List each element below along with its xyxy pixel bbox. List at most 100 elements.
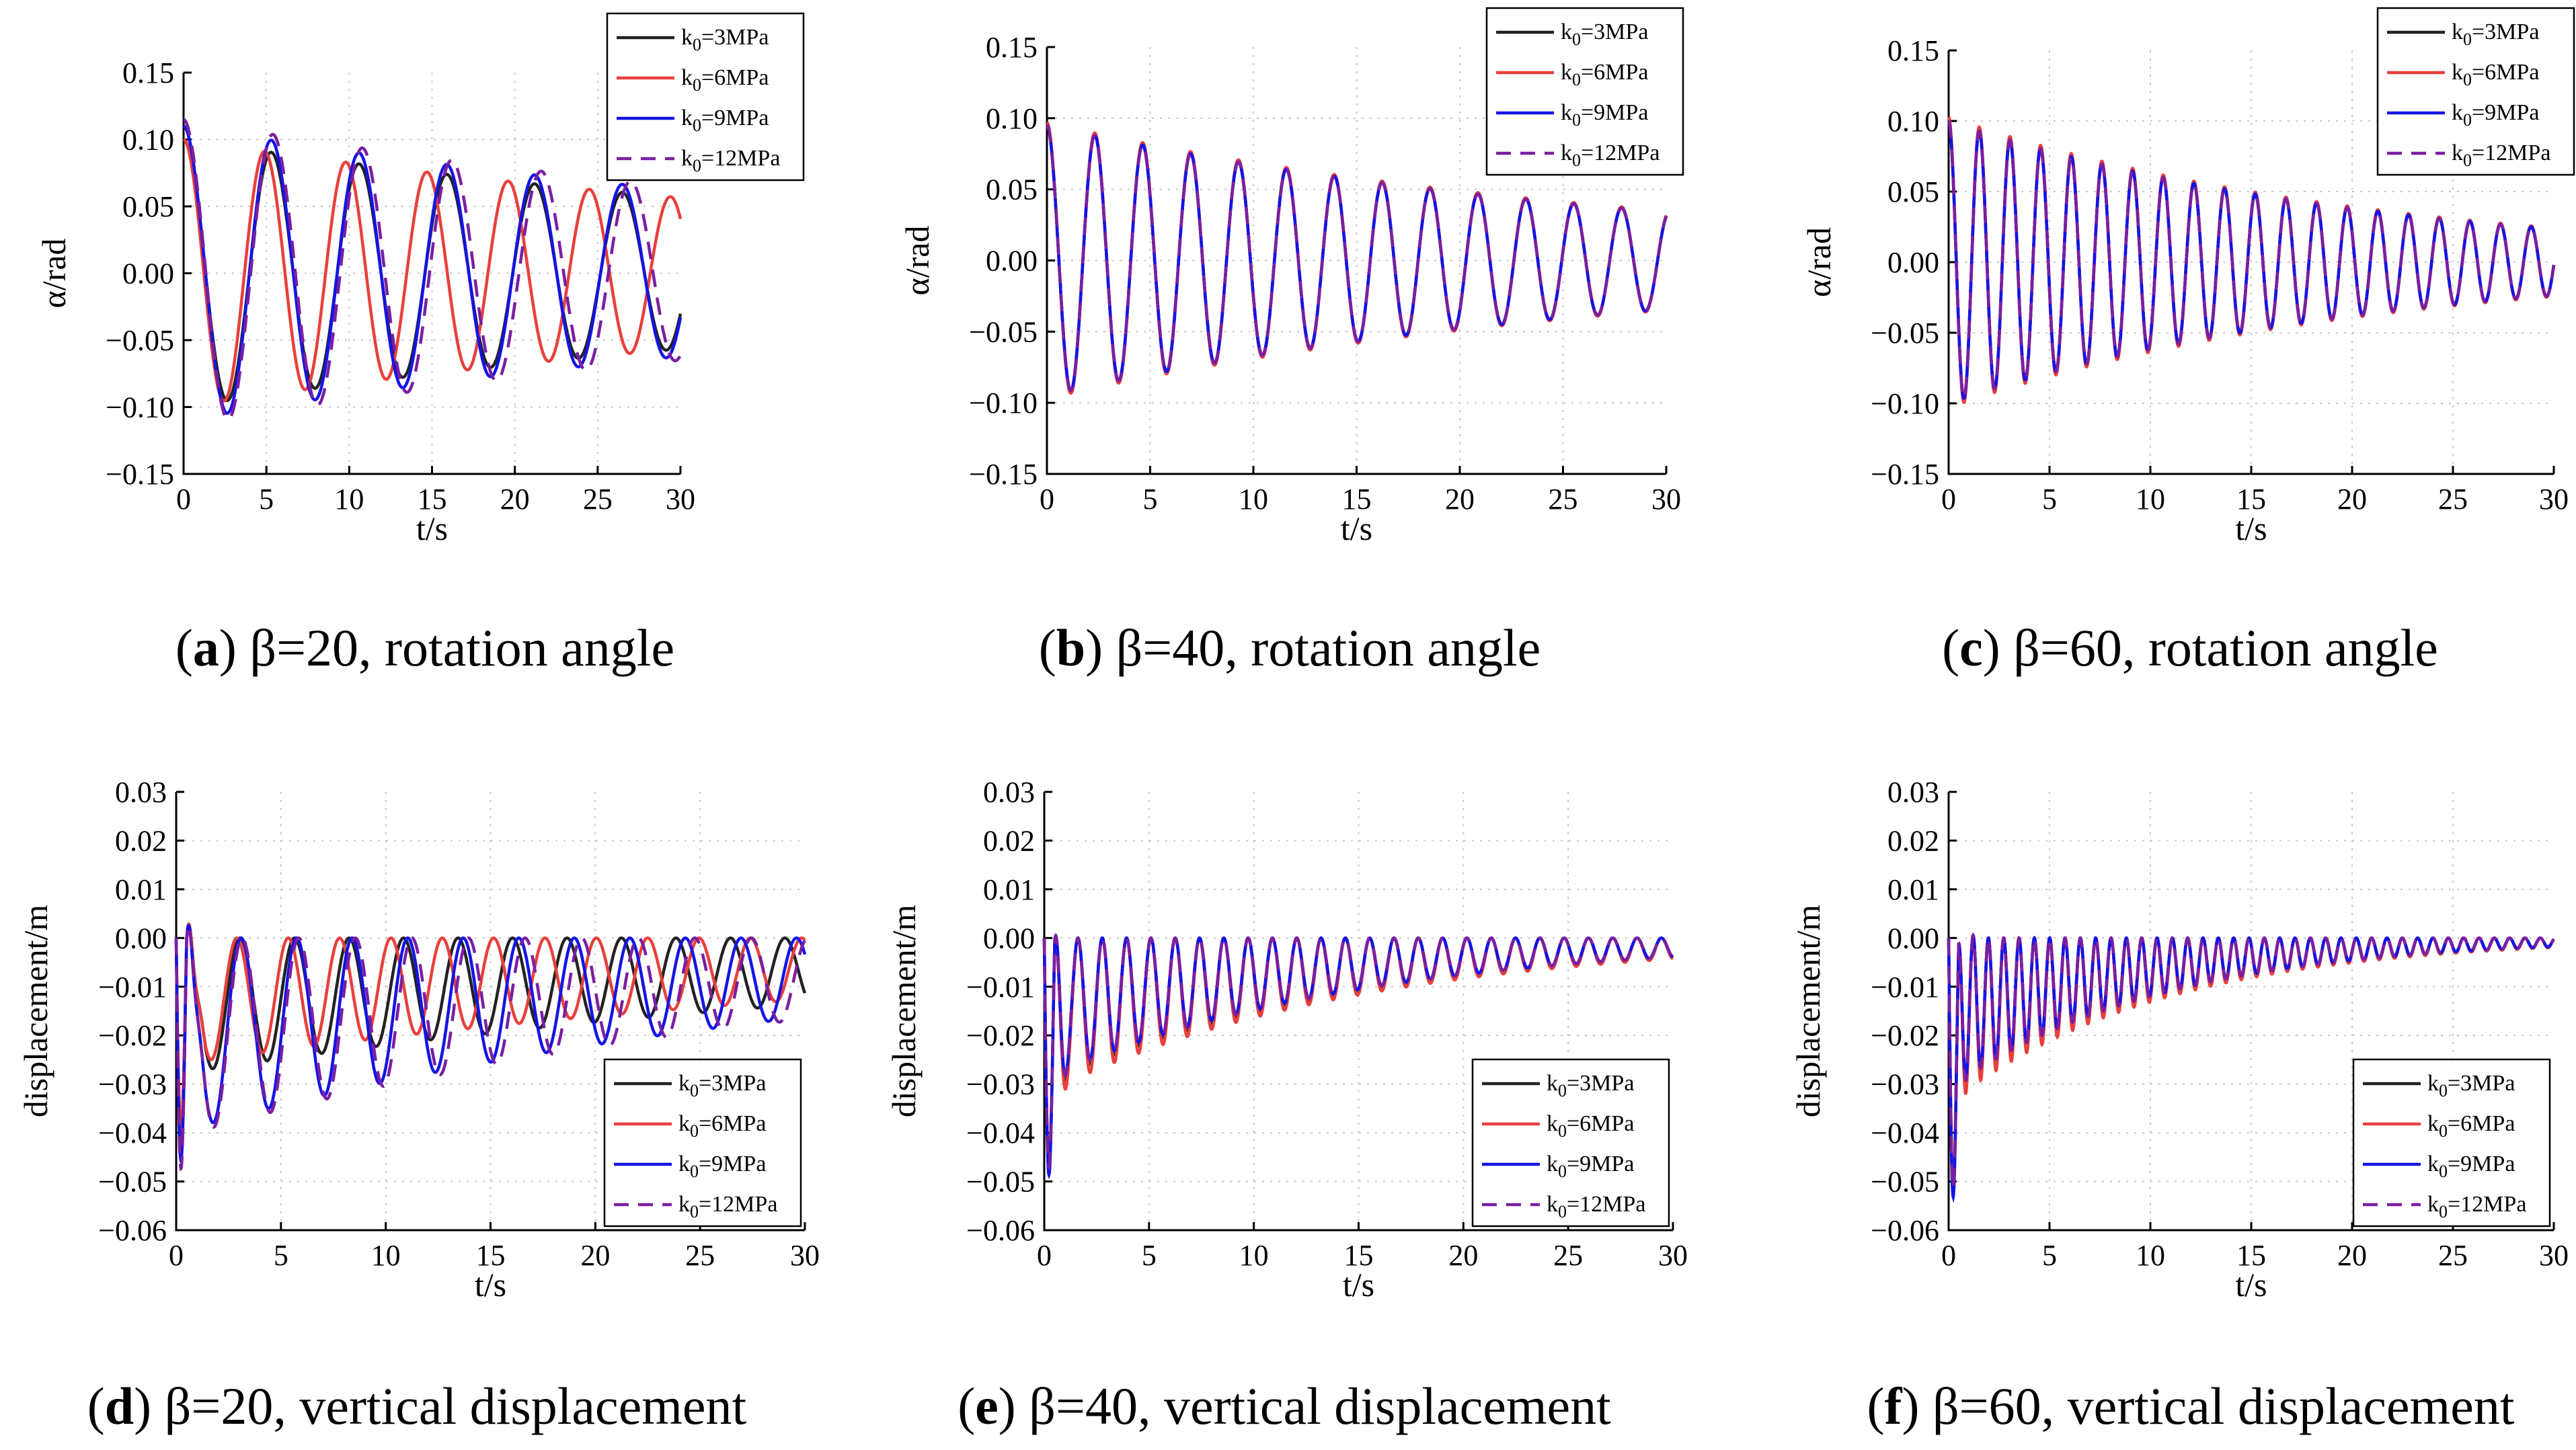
legend-entry-label: k0=9MPa [1547,1152,1634,1181]
legend-box [1485,7,1684,176]
y-tick-label: 0.02 [1887,824,1939,857]
y-tick-label: 0.00 [115,922,167,955]
y-tick-label: −0.15 [106,458,174,491]
chart-panel-a: 0.15 0.10 0.05 0.00 −0.05 −0.10 −0.150 5 10 15 20 2… [35,12,805,677]
y-tick-label: −0.10 [106,391,174,424]
legend-entry-label: k0=3MPa [678,1071,766,1100]
x-tick-label: 10 [2136,1239,2165,1272]
y-tick-label: 0.15 [122,56,174,89]
y-tick-label: −0.04 [1871,1117,1939,1150]
series-line-k0-12mpa [174,924,806,1172]
legend: k0=3MPa k0=6MPa k0=9MPa k0=12MPa [2352,1058,2551,1227]
panel-caption: (e) β=40, vertical displacement [958,1377,1611,1435]
x-tick-label: 30 [2539,483,2569,516]
legend-entry-label: k0=6MPa [681,65,769,95]
legend-entry-label: k0=6MPa [678,1111,766,1141]
legend-entry-label: k0=3MPa [2452,19,2539,49]
panel-caption: (f) β=60, vertical displacement [1867,1377,2515,1435]
legend-entry-label: k0=12MPa [678,1192,777,1221]
panel-caption: (b) β=40, rotation angle [1039,618,1541,677]
y-tick-label: 0.01 [115,873,167,906]
legend-entry-label: k0=9MPa [2452,100,2539,130]
y-axis-label: displacement/m [17,905,54,1118]
x-tick-label: 5 [2042,1239,2057,1272]
y-tick-label: 0.03 [115,776,167,809]
x-tick-label: 15 [1342,483,1372,516]
x-tick-label: 20 [580,1239,610,1272]
y-tick-label: −0.04 [98,1117,167,1150]
y-tick-label: −0.15 [969,458,1038,491]
y-tick-label: 0.00 [983,922,1035,955]
legend-entry-label: k0=9MPa [681,106,769,135]
legend-entry-label: k0=12MPa [2427,1192,2526,1221]
y-tick-label: −0.06 [98,1214,167,1247]
y-tick-label: 0.03 [1887,776,1939,809]
x-tick-label: 5 [1142,1239,1157,1272]
panel-caption: (a) β=20, rotation angle [175,618,674,677]
x-axis-label: t/s [1343,1266,1374,1303]
x-tick-label: 25 [1553,1239,1583,1272]
x-tick-label: 25 [685,1239,715,1272]
y-tick-label: −0.05 [106,324,174,357]
legend-entry-label: k0=9MPa [678,1152,766,1181]
legend-entry-label: k0=6MPa [2452,60,2539,89]
y-tick-label: 0.02 [115,824,167,857]
x-tick-label: 30 [790,1239,820,1272]
x-tick-label: 25 [2438,1239,2468,1272]
x-tick-label: 5 [2042,483,2057,516]
y-tick-label: −0.06 [966,1214,1035,1247]
y-tick-label: −0.01 [1871,971,1939,1004]
y-tick-label: 0.03 [983,776,1035,809]
x-tick-label: 30 [1658,1239,1688,1272]
y-tick-label: −0.05 [966,1166,1035,1199]
x-tick-label: 10 [1239,1239,1269,1272]
y-tick-label: −0.05 [1871,1166,1939,1199]
panel-caption: (c) β=60, rotation angle [1942,618,2438,677]
legend: k0=3MPa k0=6MPa k0=9MPa k0=12MPa [2376,7,2575,176]
y-tick-label: −0.02 [966,1019,1035,1052]
legend-entry-label: k0=9MPa [1561,100,1648,130]
y-tick-label: −0.10 [1871,387,1939,420]
y-tick-label: −0.10 [969,387,1038,419]
x-axis-label: t/s [1341,510,1372,547]
x-tick-label: 10 [334,483,364,516]
legend-box [603,1058,802,1227]
y-tick-label: 0.05 [986,173,1038,206]
x-tick-label: 25 [583,483,613,516]
y-tick-label: 0.15 [986,31,1038,64]
y-tick-label: −0.06 [1871,1214,1939,1247]
x-tick-label: 20 [500,483,530,516]
y-tick-label: 0.10 [986,102,1038,135]
y-tick-label: −0.01 [966,971,1035,1004]
legend: k0=3MPa k0=6MPa k0=9MPa k0=12MPa [1471,1058,1670,1227]
x-tick-label: 30 [1651,483,1681,516]
x-axis-label: t/s [416,510,448,547]
x-tick-label: 15 [476,1239,506,1272]
chart-panel-c: 0.15 0.10 0.05 0.00 −0.05 −0.10 −0.150 5 10 15 20 2… [1800,7,2575,677]
y-tick-label: 0.00 [122,257,174,290]
y-tick-label: −0.02 [1871,1019,1939,1052]
x-tick-label: 30 [666,483,695,516]
series-line-k0-9mpa [174,924,807,1164]
y-tick-label: 0.02 [983,824,1035,857]
x-axis-label: t/s [475,1266,506,1303]
chart-panel-f: 0.03 0.02 0.01 0.00 −0.01 −0.02 −0.03 −0.04 −0.0… [1789,776,2569,1435]
legend-box [606,12,805,182]
y-tick-label: 0.01 [1887,873,1939,906]
y-tick-label: 0.05 [1887,175,1939,208]
x-tick-label: 10 [371,1239,401,1272]
legend-entry-label: k0=3MPa [1561,19,1648,49]
x-tick-label: 5 [274,1239,288,1272]
y-tick-label: −0.02 [98,1019,167,1052]
series-line-k0-12mpa [1046,124,1668,393]
y-tick-label: −0.04 [966,1117,1035,1150]
legend: k0=3MPa k0=6MPa k0=9MPa k0=12MPa [1485,7,1684,176]
series-line-k0-6mpa [183,138,682,403]
y-tick-label: −0.03 [98,1068,167,1101]
y-tick-label: −0.01 [98,971,167,1004]
y-axis-label: α/rad [35,239,73,309]
y-tick-label: −0.03 [966,1068,1035,1101]
y-tick-label: −0.05 [1871,317,1939,350]
x-tick-label: 10 [2136,483,2165,516]
x-tick-label: 5 [1143,483,1158,516]
